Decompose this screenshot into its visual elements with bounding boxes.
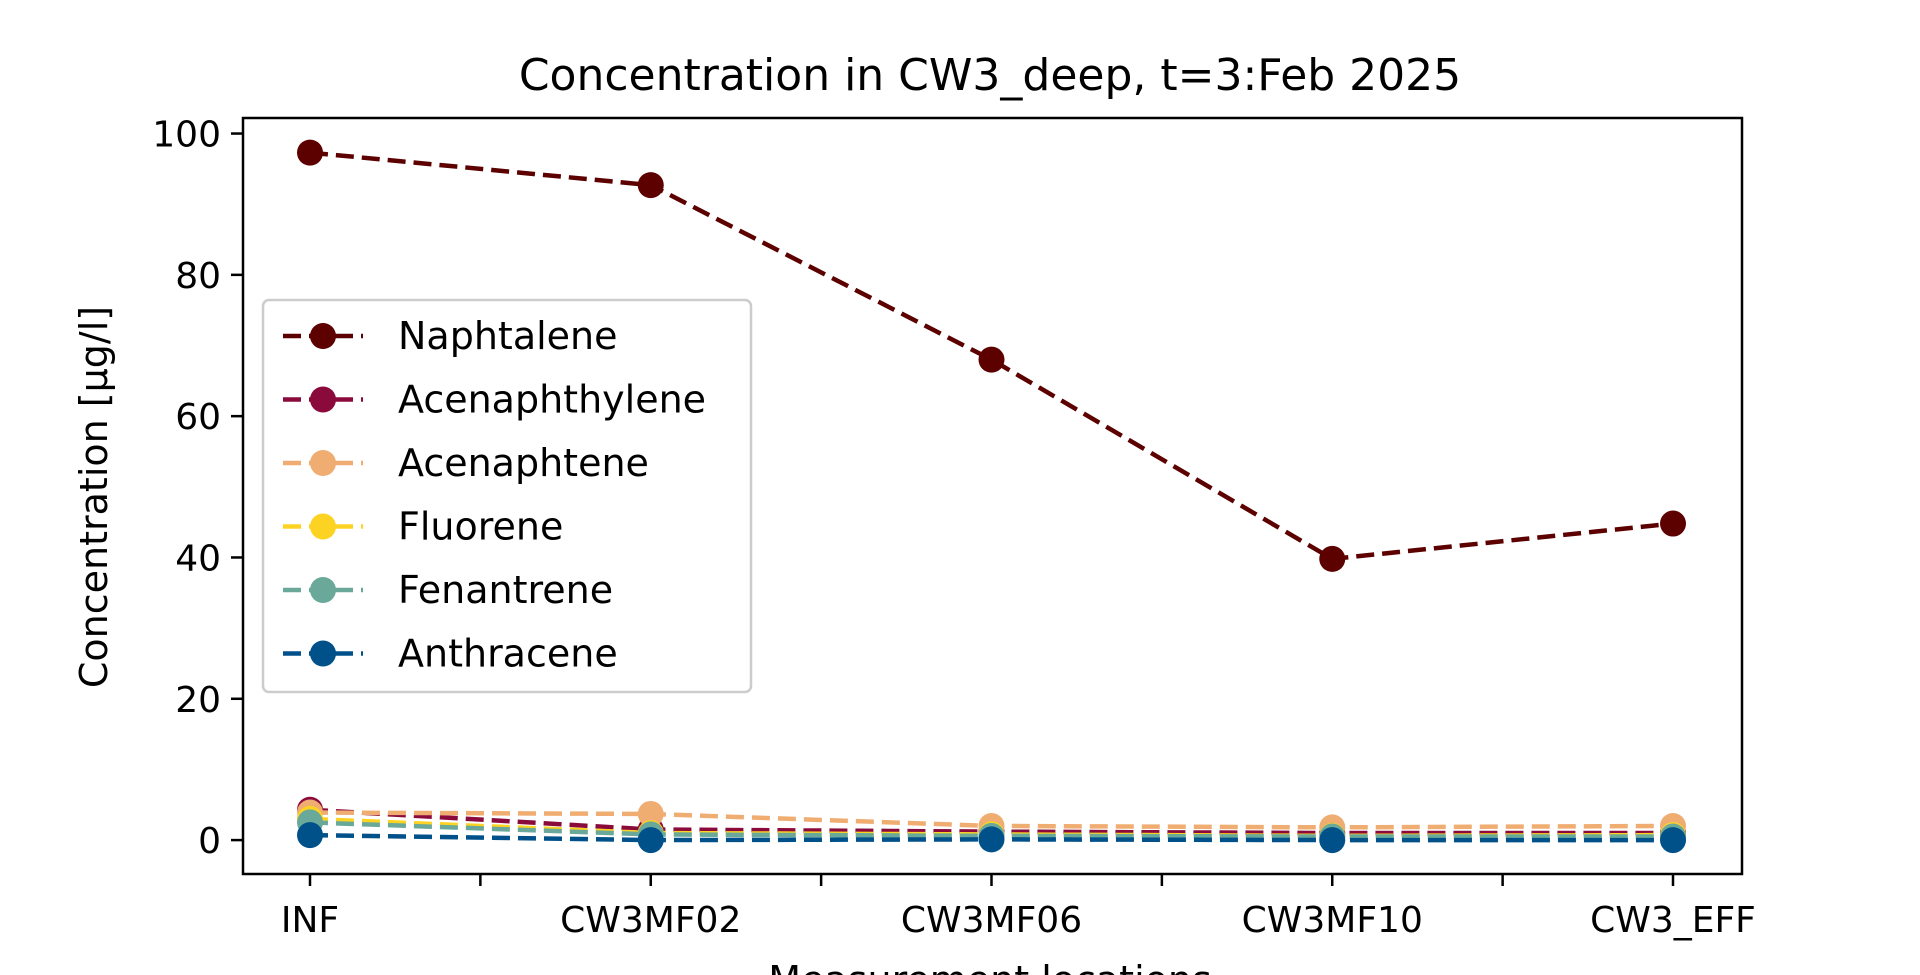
y-tick-label: 80 [175, 256, 221, 297]
x-tick-label: CW3MF10 [1242, 900, 1423, 941]
chart-title: Concentration in CW3_deep, t=3:Feb 2025 [519, 50, 1461, 101]
legend-item: Naphtalene [283, 314, 618, 358]
data-point [1319, 545, 1346, 572]
data-point [637, 827, 664, 854]
legend-item: Anthracene [283, 632, 618, 676]
legend-label: Anthracene [398, 632, 618, 676]
legend-label: Acenaphthylene [398, 378, 706, 422]
legend-box [261, 298, 753, 694]
y-tick-label: 60 [175, 397, 221, 438]
data-point [978, 346, 1005, 373]
data-point [1319, 827, 1346, 854]
series-0 [297, 139, 1686, 572]
x-tick-label: INF [281, 900, 339, 941]
y-tick-label: 0 [198, 821, 221, 862]
x-axis: INF CW3MF02 CW3MF06 CW3MF10 CW3_EFF [281, 874, 1756, 941]
legend-label: Fluorene [398, 505, 563, 549]
series-5 [297, 822, 1686, 854]
legend-item: Acenaphthylene [283, 378, 706, 422]
data-point [297, 139, 323, 166]
data-point [978, 826, 1005, 853]
legend-marker [310, 640, 336, 667]
legend-label: Fenantrene [398, 568, 613, 612]
legend-marker [310, 323, 336, 349]
y-tick-label: 100 [152, 115, 221, 156]
legend-marker [310, 450, 336, 476]
x-tick-label: CW3_EFF [1590, 900, 1756, 941]
legend-marker [310, 577, 336, 603]
y-axis-label: Concentration [µg/l] [72, 306, 116, 688]
data-point [1660, 510, 1686, 537]
legend-label: Naphtalene [398, 314, 618, 358]
y-axis: 0 20 40 60 80 100 [152, 115, 243, 862]
legend-item: Fenantrene [283, 568, 613, 612]
plot-area [297, 139, 1686, 854]
data-point [1660, 827, 1686, 854]
x-tick-label: CW3MF02 [560, 900, 741, 941]
y-tick-label: 20 [175, 680, 221, 721]
legend: Naphtalene Acenaphthylene Acenaphtene Fluor… [261, 298, 753, 694]
data-point [637, 172, 664, 199]
data-point [637, 800, 664, 827]
legend-label: Acenaphtene [398, 441, 649, 485]
x-tick-label: CW3MF06 [901, 900, 1082, 941]
legend-marker [310, 386, 336, 413]
data-point [297, 822, 323, 849]
x-axis-label: Measurement locations [768, 958, 1212, 975]
legend-marker [310, 513, 336, 540]
legend-item: Fluorene [283, 505, 563, 549]
y-tick-label: 40 [175, 538, 221, 579]
series-line [309, 150, 1674, 562]
legend-item: Acenaphtene [283, 441, 649, 485]
